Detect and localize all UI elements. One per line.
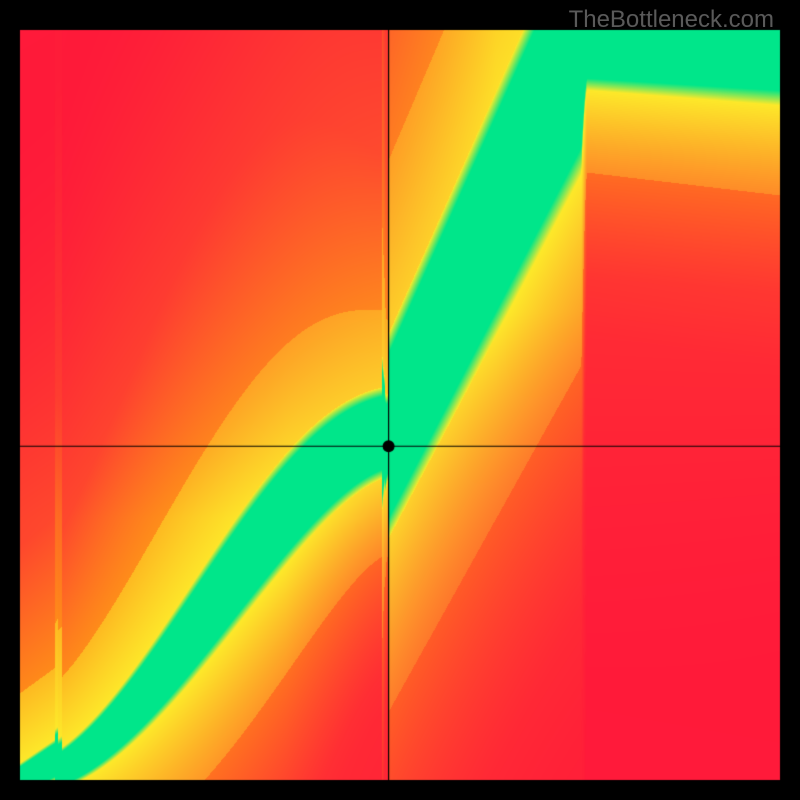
- chart-container: { "meta": { "watermark": "TheBottleneck.…: [0, 0, 800, 800]
- bottleneck-heatmap: [0, 0, 800, 800]
- watermark-text: TheBottleneck.com: [569, 6, 774, 34]
